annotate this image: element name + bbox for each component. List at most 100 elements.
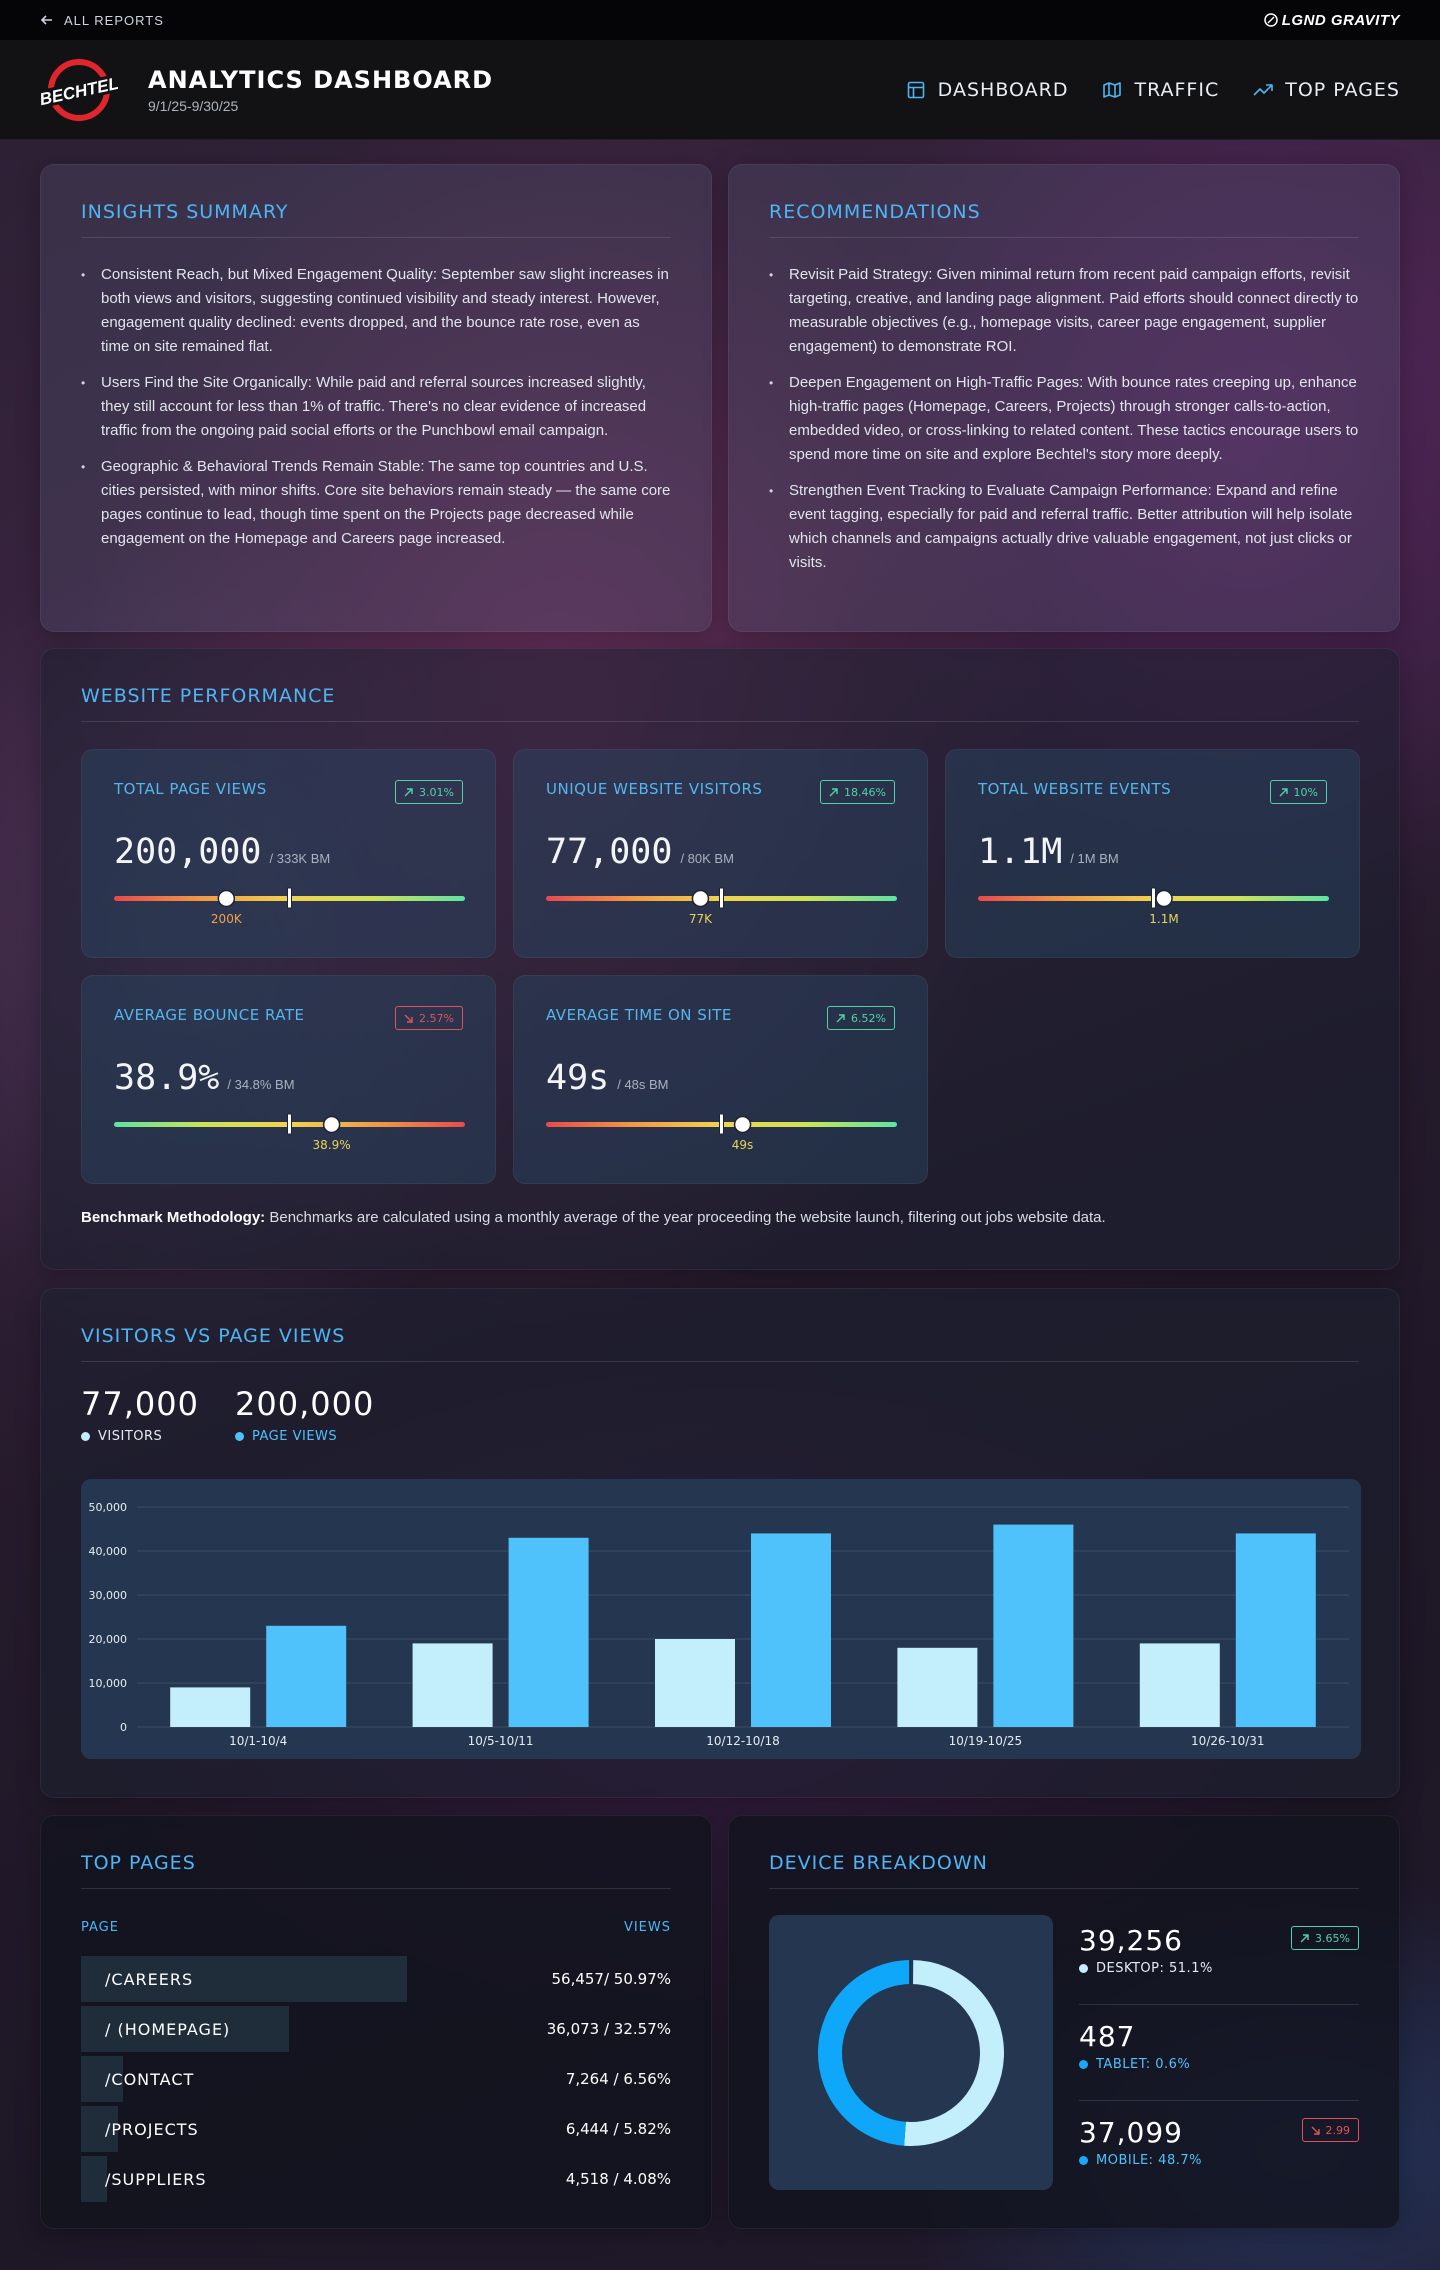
value-marker [217, 889, 236, 908]
page-views-kpi: 200,000 PAGE VIEWS [235, 1385, 374, 1444]
metric-value: 1.1M [978, 832, 1063, 872]
y-tick-label: 30,000 [89, 1589, 128, 1602]
visitors-views-title: VISITORS VS PAGE VIEWS [81, 1325, 1359, 1362]
arrow-down-right-icon [404, 1014, 413, 1023]
benchmark-scale: 49s [546, 1113, 897, 1152]
nav-top-pages[interactable]: TOP PAGES [1253, 79, 1400, 101]
visitors-total: 77,000 [81, 1385, 199, 1423]
x-tick-label: 10/1-10/4 [229, 1734, 287, 1748]
website-performance-card: WEBSITE PERFORMANCE TOTAL PAGE VIEWS 3.01… [40, 648, 1400, 1270]
page-share-bar [81, 1956, 407, 2002]
device-breakdown-card: DEVICE BREAKDOWN 39,256 DESKTOP: 51.1% 3.6… [728, 1815, 1400, 2229]
device-count: 39,256 [1079, 1924, 1183, 1957]
metric-change-value: 10% [1293, 785, 1318, 799]
page-path: /PROJECTS [105, 2119, 199, 2139]
metric-card: AVERAGE TIME ON SITE 6.52% 49s / 48s BM 49s [513, 975, 928, 1184]
benchmark-marker [719, 887, 724, 909]
value-marker-label: 1.1M [1149, 912, 1178, 926]
page-views-legend-label: PAGE VIEWS [252, 1429, 338, 1444]
visitors-kpi: 77,000 VISITORS [81, 1385, 199, 1444]
page-views: 36,073 / 32.57% [546, 2020, 671, 2038]
device-change-badge: 3.65% [1291, 1926, 1359, 1950]
arrow-up-right-icon [1300, 1933, 1309, 1942]
metric-benchmark: / 34.8% BM [227, 1077, 295, 1092]
methodology-label: Benchmark Methodology: [81, 1209, 266, 1226]
device-donut-chart [818, 1959, 1004, 2146]
bar-chart-panel: 0 10,000 20,000 30,000 40,000 50,000 10/1-10/4… [81, 1479, 1361, 1759]
metric-change-badge: 18.46% [820, 780, 895, 804]
nav-dashboard[interactable]: DASHBOARD [906, 79, 1069, 101]
metric-label: AVERAGE BOUNCE RATE [114, 1006, 305, 1024]
page-title: ANALYTICS DASHBOARD [148, 65, 494, 94]
value-marker-label: 49s [732, 1138, 754, 1152]
page-share-bar [81, 2006, 289, 2052]
x-tick-label: 10/5-10/11 [468, 1734, 534, 1748]
top-bar: ALL REPORTS LGND GRAVITY [0, 0, 1440, 40]
recommendations-card: RECOMMENDATIONS Revisit Paid Strategy: G… [728, 164, 1400, 632]
benchmark-marker [719, 1113, 724, 1135]
benchmark-marker [287, 1113, 292, 1135]
value-marker [691, 889, 710, 908]
page-views: 56,457/ 50.97% [551, 1970, 671, 1988]
metric-value: 200,000 [114, 832, 262, 872]
all-reports-link[interactable]: ALL REPORTS [40, 13, 164, 28]
metric-label: TOTAL PAGE VIEWS [114, 780, 267, 798]
all-reports-label: ALL REPORTS [64, 12, 164, 28]
donut-slice [818, 1960, 911, 2146]
y-tick-label: 0 [120, 1721, 127, 1734]
page-path: /CONTACT [105, 2069, 195, 2089]
page-views-bar [751, 1533, 831, 1727]
dashboard-header: BECHTEL ANALYTICS DASHBOARD 9/1/25-9/30/… [0, 40, 1440, 140]
brand-text: LGND GRAVITY [1281, 11, 1400, 29]
value-marker [322, 1115, 341, 1134]
metric-benchmark: / 80K BM [680, 851, 734, 866]
top-page-row[interactable]: /SUPPLIERS 4,518 / 4.08% [81, 2156, 671, 2202]
arrow-up-right-icon [1279, 787, 1288, 796]
y-tick-label: 40,000 [89, 1545, 128, 1558]
date-range: 9/1/25-9/30/25 [148, 97, 239, 114]
page-views: 6,444 / 5.82% [565, 2120, 671, 2138]
metric-benchmark: / 1M BM [1070, 851, 1119, 866]
visitors-views-bar-chart: 0 10,000 20,000 30,000 40,000 50,000 10/1-10/4… [89, 1501, 1349, 1748]
device-change-value: 3.65% [1315, 1931, 1350, 1945]
value-marker-label: 38.9% [313, 1138, 351, 1152]
benchmark-marker [287, 887, 292, 909]
top-page-row[interactable]: /CAREERS 56,457/ 50.97% [81, 1956, 671, 2002]
page-views: 4,518 / 4.08% [565, 2170, 671, 2188]
metric-change-value: 2.57% [419, 1011, 454, 1025]
visitors-bar [170, 1687, 251, 1727]
visitors-bar [1139, 1643, 1220, 1727]
metric-change-value: 18.46% [844, 785, 886, 799]
page-path: /SUPPLIERS [105, 2169, 207, 2189]
visitors-bar [897, 1647, 978, 1727]
top-page-row[interactable]: /PROJECTS 6,444 / 5.82% [81, 2106, 671, 2152]
metric-card: TOTAL PAGE VIEWS 3.01% 200,000 / 333K BM 200… [81, 749, 496, 958]
arrow-up-right-icon [829, 787, 838, 796]
metric-card: AVERAGE BOUNCE RATE 2.57% 38.9% / 34.8% BM 3… [81, 975, 496, 1184]
performance-title: WEBSITE PERFORMANCE [81, 685, 1359, 722]
nav-traffic-label: TRAFFIC [1134, 78, 1220, 101]
top-page-row[interactable]: / (HOMEPAGE) 36,073 / 32.57% [81, 2006, 671, 2052]
metric-label: AVERAGE TIME ON SITE [546, 1006, 732, 1024]
map-icon [1103, 81, 1122, 98]
trending-up-icon [1253, 83, 1274, 96]
nav-traffic[interactable]: TRAFFIC [1102, 79, 1219, 101]
recommendation-item: Revisit Paid Strategy: Given minimal ret… [769, 263, 1359, 359]
benchmark-scale: 77K [546, 887, 897, 926]
page-views-legend-dot [235, 1432, 244, 1441]
page-share-bar [81, 2106, 118, 2152]
metric-change-value: 6.52% [851, 1011, 886, 1025]
donut-panel [769, 1915, 1053, 2190]
page-column-header: PAGE [81, 1920, 119, 1935]
arrow-left-icon [40, 15, 52, 25]
x-tick-label: 10/12-10/18 [706, 1734, 780, 1748]
value-marker [1155, 889, 1173, 908]
device-count: 37,099 [1079, 2116, 1183, 2149]
device-divider [1079, 2100, 1359, 2101]
visitors-legend-dot [81, 1432, 90, 1441]
top-page-row[interactable]: /CONTACT 7,264 / 6.56% [81, 2056, 671, 2102]
page-views-bar [508, 1537, 589, 1727]
benchmark-methodology: Benchmark Methodology: Benchmarks are ca… [81, 1209, 1359, 1226]
device-item: 39,256 DESKTOP: 51.1% 3.65% [1079, 1924, 1359, 1976]
recommendations-list: Revisit Paid Strategy: Given minimal ret… [769, 263, 1359, 587]
